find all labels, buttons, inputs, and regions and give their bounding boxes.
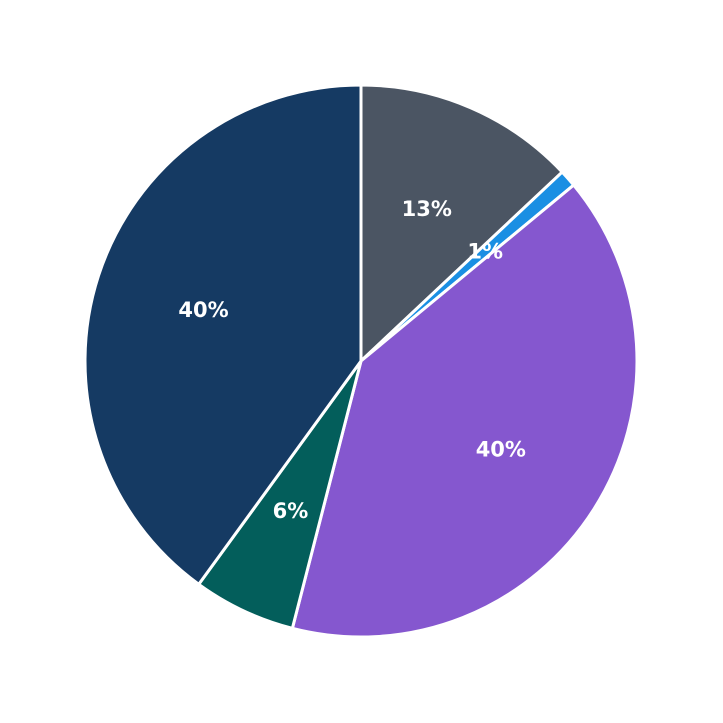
pie-labels: 13% 1% 40% 6% 40%: [178, 197, 526, 523]
slice-label: 13%: [402, 197, 452, 221]
pie-slices: [83, 83, 639, 639]
pie-slice: [83, 83, 363, 586]
slice-label: 6%: [273, 499, 309, 523]
slice-label: 40%: [476, 438, 526, 462]
slice-label: 1%: [467, 239, 503, 263]
pie-slice: [359, 83, 564, 363]
slice-label: 40%: [178, 298, 228, 322]
pie-slice: [290, 183, 639, 639]
